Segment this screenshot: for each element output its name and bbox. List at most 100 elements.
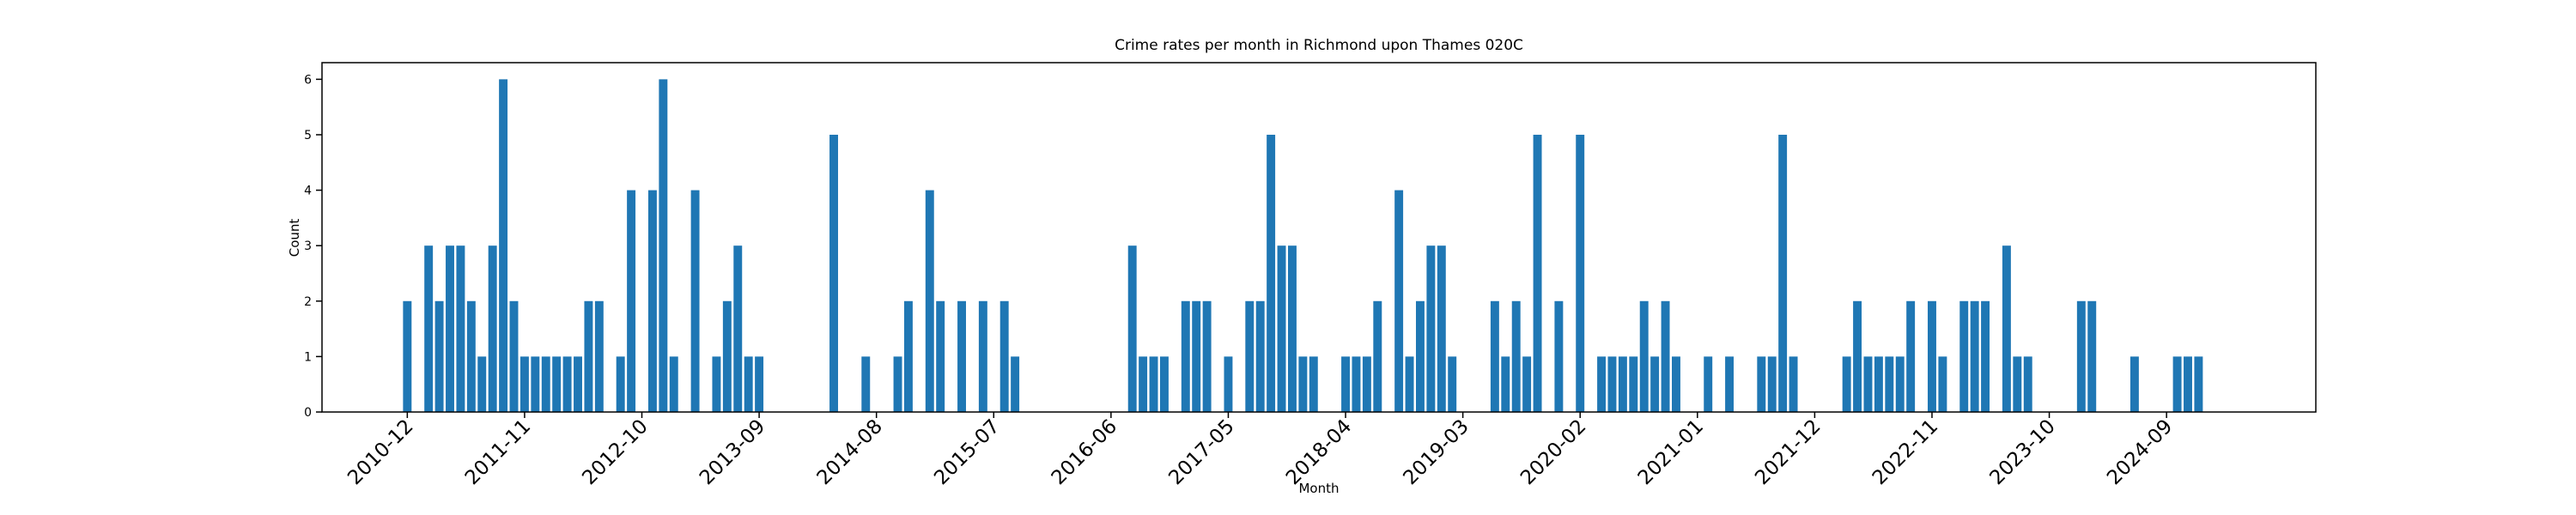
x-tick-label: 2010-12 [343, 415, 417, 489]
x-tick-label: 2015-07 [930, 415, 1004, 489]
bar [690, 190, 700, 413]
bar [1757, 356, 1766, 412]
bar [1970, 300, 1979, 412]
bar [2023, 356, 2032, 412]
bar [936, 300, 945, 412]
bar [2184, 356, 2192, 412]
x-tick-label: 2017-05 [1164, 415, 1238, 489]
bar [861, 356, 871, 412]
bar [1224, 356, 1233, 412]
bar [2013, 356, 2022, 412]
bar [1629, 356, 1638, 412]
plot-frame [321, 62, 2317, 413]
bar [1287, 245, 1297, 412]
bar [466, 300, 476, 412]
bar [1352, 356, 1361, 412]
x-tick-label: 2016-06 [1048, 415, 1121, 489]
bar [594, 300, 604, 412]
bar [1394, 190, 1404, 413]
bar [1490, 300, 1499, 412]
bar [1554, 300, 1564, 412]
bar [659, 79, 668, 412]
bar [999, 300, 1009, 412]
bar [574, 356, 582, 412]
bar [1597, 356, 1607, 412]
x-tick-label: 2022-11 [1868, 415, 1942, 489]
bar [829, 134, 838, 412]
bar [1011, 356, 1020, 412]
bar [2087, 300, 2097, 412]
bar [2194, 356, 2203, 412]
x-tick-label: 2021-12 [1751, 415, 1825, 489]
bar [1298, 356, 1308, 412]
bar [957, 300, 966, 412]
bar [1245, 300, 1255, 412]
bar [1448, 356, 1457, 412]
bar [2172, 356, 2182, 412]
bar [1501, 356, 1510, 412]
bar [2129, 356, 2139, 412]
bar [627, 190, 636, 413]
y-tick-label: 0 [304, 406, 312, 420]
bar [1607, 356, 1617, 412]
y-axis-label: Count [287, 219, 302, 258]
bar [903, 300, 913, 412]
bar [477, 356, 487, 412]
bar [1928, 300, 1936, 412]
bar [1202, 300, 1212, 412]
bar [925, 190, 934, 413]
bar [1895, 356, 1905, 412]
chart-title: Crime rates per month in Richmond upon T… [1115, 37, 1523, 54]
bar [755, 356, 764, 412]
bar [1874, 356, 1883, 412]
y-tick-label: 4 [304, 185, 312, 198]
bar [1405, 356, 1414, 412]
bar [531, 356, 540, 412]
x-tick-label: 2023-10 [1985, 415, 2059, 489]
bar [1842, 356, 1851, 412]
bar [1255, 300, 1265, 412]
bar [1511, 300, 1521, 412]
bar [712, 356, 721, 412]
bar [562, 356, 572, 412]
y-tick-label: 2 [304, 295, 312, 309]
bar [1127, 245, 1137, 412]
bar [1885, 356, 1894, 412]
bar [1618, 356, 1627, 412]
x-tick-label: 2014-08 [813, 415, 887, 489]
bar [446, 245, 454, 412]
bar [1192, 300, 1201, 412]
x-tick-label: 2020-02 [1516, 415, 1590, 489]
bar [1906, 300, 1916, 412]
x-tick-label: 2018-04 [1282, 415, 1356, 489]
bar [1704, 356, 1713, 412]
bar [1426, 245, 1436, 412]
bar [2076, 300, 2086, 412]
bar [519, 356, 529, 412]
bar [1533, 134, 1542, 412]
bar [1181, 300, 1190, 412]
x-tick-label: 2021-01 [1634, 415, 1708, 489]
bar [509, 300, 519, 412]
bar [1661, 300, 1670, 412]
x-tick-label: 2024-09 [2103, 415, 2177, 489]
y-tick-label: 3 [304, 239, 312, 253]
x-tick-label: 2013-09 [696, 415, 769, 489]
bar [1267, 134, 1276, 412]
bar [1938, 356, 1947, 412]
bar [1767, 356, 1777, 412]
x-axis-label: Month [1298, 481, 1339, 496]
bar [1341, 356, 1351, 412]
bar [1959, 300, 1969, 412]
bar [1373, 300, 1382, 412]
bar [1149, 356, 1158, 412]
bar [424, 245, 434, 412]
bar [499, 79, 508, 412]
bar [1672, 356, 1680, 412]
bar [1159, 356, 1169, 412]
bar [403, 300, 412, 412]
bar [488, 245, 497, 412]
bar [616, 356, 625, 412]
bar [1981, 300, 1990, 412]
